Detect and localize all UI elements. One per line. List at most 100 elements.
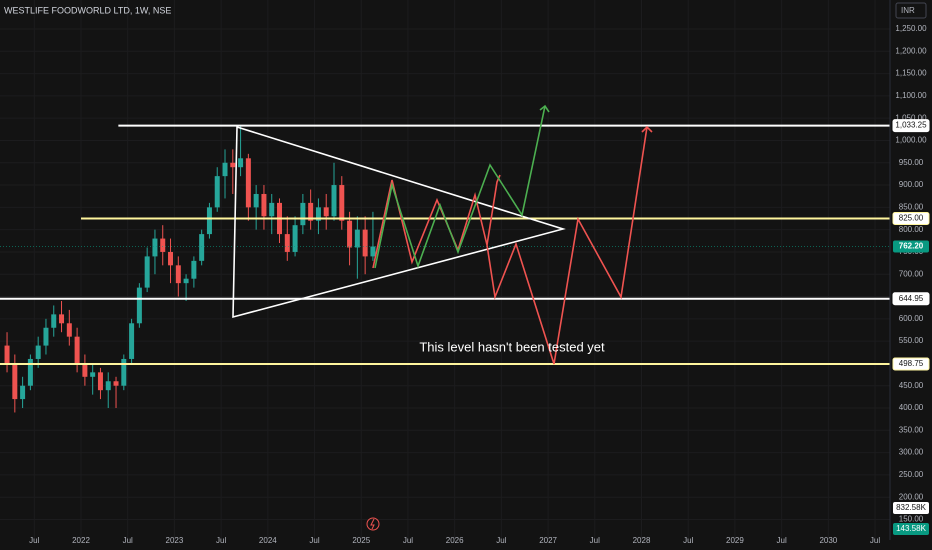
- candle-body: [12, 363, 18, 400]
- y-tick-label: 600.00: [899, 314, 924, 323]
- x-tick-label: Jul: [496, 536, 506, 545]
- y-tick-label: 200.00: [899, 492, 924, 501]
- candle-body: [90, 372, 96, 377]
- level-label: 825.00: [899, 214, 924, 223]
- x-tick-label: Jul: [870, 536, 880, 545]
- x-tick-label: Jul: [403, 536, 413, 545]
- x-tick-label: 2025: [352, 536, 370, 545]
- chart-title: WESTLIFE FOODWORLD LTD, 1W, NSE: [4, 5, 171, 15]
- level-label-box: [892, 292, 930, 306]
- candle-body: [261, 193, 267, 217]
- x-tick-label: 2029: [726, 536, 744, 545]
- candle-body: [82, 363, 88, 377]
- y-tick-label: 850.00: [899, 202, 924, 211]
- candle-body: [308, 202, 314, 221]
- candle-body: [354, 229, 360, 248]
- level-label-box: [892, 211, 930, 225]
- candle-body: [113, 381, 119, 386]
- y-tick-label: 700.00: [899, 269, 924, 278]
- x-tick-label: 2024: [259, 536, 277, 545]
- candle-body: [4, 345, 10, 364]
- currency-box: [895, 2, 927, 19]
- candles: [4, 125, 376, 413]
- candle-body: [315, 207, 321, 221]
- x-tick-label: Jul: [590, 536, 600, 545]
- y-tick-label: 800.00: [899, 225, 924, 234]
- volume-label: 832.58K: [896, 503, 926, 512]
- candle-body: [105, 381, 111, 391]
- event-icon: [366, 517, 380, 531]
- x-tick-label: 2022: [72, 536, 90, 545]
- axis: 150.00 200.00 250.00 300.00 350.00 400.00 450.…: [29, 24, 930, 545]
- candle-body: [245, 158, 251, 208]
- y-tick-label: 1,000.00: [895, 136, 927, 145]
- y-tick-label: 1,100.00: [895, 91, 927, 100]
- x-tick-label: Jul: [777, 536, 787, 545]
- y-tick-label: 300.00: [899, 448, 924, 457]
- currency: INR: [901, 6, 915, 15]
- candle-body: [300, 202, 306, 226]
- triangle: [232, 125, 566, 319]
- candle-body: [66, 323, 72, 337]
- candle-body: [168, 251, 174, 266]
- y-tick-label: 450.00: [899, 381, 924, 390]
- candle-body: [292, 225, 298, 252]
- candle-body: [35, 345, 41, 359]
- y-tick-label: 1,200.00: [895, 46, 927, 55]
- candle-body: [136, 287, 142, 324]
- y-tick-label: 250.00: [899, 470, 924, 479]
- volume-label: 143.58K: [896, 524, 926, 533]
- x-tick-label: 2023: [166, 536, 184, 545]
- x-tick-label: 2027: [539, 536, 557, 545]
- last-price-box: [893, 240, 929, 253]
- candle-body: [191, 260, 197, 279]
- annotation: This level hasn't been tested yet: [419, 339, 605, 354]
- arrow-red: [641, 125, 653, 133]
- candle-body: [59, 314, 65, 324]
- candle-body: [51, 314, 57, 328]
- y-tick-label: 150.00: [899, 515, 924, 524]
- x-tick-label: Jul: [123, 536, 133, 545]
- y-tick-label: 1,250.00: [895, 24, 927, 33]
- level-label: 1,033.25: [895, 121, 927, 130]
- volume-label-box: [893, 502, 929, 514]
- candle-body: [331, 185, 337, 217]
- arrow-green: [539, 104, 550, 113]
- event-icon-bolt: [370, 518, 375, 530]
- zigzag-red-2: [486, 126, 648, 365]
- candle-body: [183, 278, 189, 284]
- candle-body: [27, 358, 33, 386]
- zigzag-green: [374, 105, 546, 269]
- candle-body: [214, 176, 220, 208]
- y-tick-label: 1,150.00: [895, 69, 927, 78]
- y-tick-label: 350.00: [899, 425, 924, 434]
- candle-body: [160, 238, 166, 252]
- candle-body: [269, 202, 275, 217]
- candle-body: [144, 256, 150, 288]
- candle-body: [284, 234, 290, 252]
- candle-body: [121, 358, 127, 386]
- candle-body: [222, 162, 228, 177]
- candle-body: [347, 220, 353, 248]
- candle-body: [20, 385, 26, 400]
- y-tick-label: 1,050.00: [895, 113, 927, 122]
- candle-body: [339, 185, 345, 221]
- candle-body: [238, 158, 244, 168]
- level-label: 498.75: [899, 359, 924, 368]
- volume-label-box: [893, 523, 929, 535]
- candle-body: [230, 162, 236, 168]
- y-tick-label: 900.00: [899, 180, 924, 189]
- x-tick-label: Jul: [309, 536, 319, 545]
- y-tick-label: 950.00: [899, 158, 924, 167]
- drawings: [232, 104, 653, 365]
- x-tick-label: Jul: [683, 536, 693, 545]
- candle-body: [74, 336, 80, 364]
- last-price-label: 762.20: [899, 242, 924, 251]
- level-label: 644.95: [899, 294, 924, 303]
- x-tick-label: 2026: [446, 536, 464, 545]
- x-tick-label: 2028: [633, 536, 651, 545]
- level-label-box: [892, 119, 930, 133]
- candle-body: [97, 372, 103, 391]
